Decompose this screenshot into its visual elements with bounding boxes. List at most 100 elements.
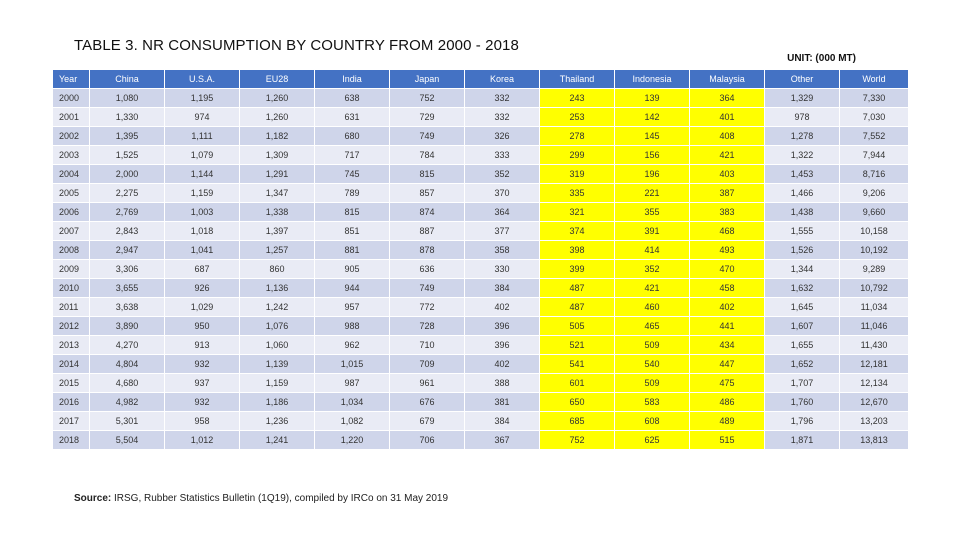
value-cell: 1,397	[240, 222, 314, 240]
value-cell: 749	[390, 279, 464, 297]
value-cell: 932	[165, 355, 239, 373]
value-cell: 367	[465, 431, 539, 449]
value-cell: 679	[390, 412, 464, 430]
value-cell: 1,555	[765, 222, 839, 240]
value-cell: 4,982	[90, 393, 164, 411]
value-cell: 752	[540, 431, 614, 449]
year-cell: 2002	[53, 127, 89, 145]
value-cell: 905	[315, 260, 389, 278]
column-header-other: Other	[765, 70, 839, 88]
value-cell: 1,796	[765, 412, 839, 430]
year-cell: 2018	[53, 431, 89, 449]
value-cell: 1,082	[315, 412, 389, 430]
value-cell: 11,046	[840, 317, 908, 335]
value-cell: 142	[615, 108, 689, 126]
value-cell: 408	[690, 127, 764, 145]
year-cell: 2000	[53, 89, 89, 107]
value-cell: 384	[465, 412, 539, 430]
table-row: 2018 5,504 1,012 1,241 1,220 706 367 752 625 515 1…	[53, 431, 908, 449]
value-cell: 4,804	[90, 355, 164, 373]
value-cell: 881	[315, 241, 389, 259]
value-cell: 1,344	[765, 260, 839, 278]
value-cell: 1,257	[240, 241, 314, 259]
value-cell: 1,195	[165, 89, 239, 107]
value-cell: 486	[690, 393, 764, 411]
column-header-eu28: EU28	[240, 70, 314, 88]
value-cell: 441	[690, 317, 764, 335]
value-cell: 11,430	[840, 336, 908, 354]
table-header-row: Year China U.S.A. EU28 India Japan Korea Thaila…	[53, 70, 908, 88]
value-cell: 1,607	[765, 317, 839, 335]
value-cell: 299	[540, 146, 614, 164]
year-cell: 2008	[53, 241, 89, 259]
table-row: 2001 1,330 974 1,260 631 729 332 253 142 401 978 7,…	[53, 108, 908, 126]
value-cell: 1,041	[165, 241, 239, 259]
value-cell: 1,309	[240, 146, 314, 164]
value-cell: 1,871	[765, 431, 839, 449]
table-row: 2016 4,982 932 1,186 1,034 676 381 650 583 486 1,7…	[53, 393, 908, 411]
value-cell: 458	[690, 279, 764, 297]
value-cell: 475	[690, 374, 764, 392]
value-cell: 1,079	[165, 146, 239, 164]
year-cell: 2006	[53, 203, 89, 221]
value-cell: 8,716	[840, 165, 908, 183]
value-cell: 1,003	[165, 203, 239, 221]
value-cell: 374	[540, 222, 614, 240]
value-cell: 3,890	[90, 317, 164, 335]
value-cell: 1,029	[165, 298, 239, 316]
value-cell: 974	[165, 108, 239, 126]
value-cell: 962	[315, 336, 389, 354]
value-cell: 355	[615, 203, 689, 221]
value-cell: 789	[315, 184, 389, 202]
value-cell: 860	[240, 260, 314, 278]
value-cell: 3,655	[90, 279, 164, 297]
value-cell: 7,944	[840, 146, 908, 164]
value-cell: 3,306	[90, 260, 164, 278]
table-row: 2014 4,804 932 1,139 1,015 709 402 541 540 447 1,6…	[53, 355, 908, 373]
value-cell: 1,186	[240, 393, 314, 411]
column-header-thailand: Thailand	[540, 70, 614, 88]
value-cell: 196	[615, 165, 689, 183]
value-cell: 321	[540, 203, 614, 221]
consumption-table: Year China U.S.A. EU28 India Japan Korea Thaila…	[52, 69, 909, 450]
value-cell: 402	[690, 298, 764, 316]
value-cell: 1,080	[90, 89, 164, 107]
value-cell: 9,206	[840, 184, 908, 202]
value-cell: 12,670	[840, 393, 908, 411]
column-header-china: China	[90, 70, 164, 88]
table-row: 2002 1,395 1,111 1,182 680 749 326 278 145 408 1,2…	[53, 127, 908, 145]
value-cell: 729	[390, 108, 464, 126]
value-cell: 515	[690, 431, 764, 449]
value-cell: 1,632	[765, 279, 839, 297]
value-cell: 421	[615, 279, 689, 297]
value-cell: 139	[615, 89, 689, 107]
value-cell: 1,034	[315, 393, 389, 411]
table-row: 2013 4,270 913 1,060 962 710 396 521 509 434 1,655…	[53, 336, 908, 354]
value-cell: 926	[165, 279, 239, 297]
value-cell: 403	[690, 165, 764, 183]
value-cell: 1,395	[90, 127, 164, 145]
value-cell: 709	[390, 355, 464, 373]
value-cell: 1,338	[240, 203, 314, 221]
value-cell: 9,289	[840, 260, 908, 278]
value-cell: 988	[315, 317, 389, 335]
table-row: 2011 3,638 1,029 1,242 957 772 402 487 460 402 1,6…	[53, 298, 908, 316]
value-cell: 1,182	[240, 127, 314, 145]
value-cell: 377	[465, 222, 539, 240]
value-cell: 815	[390, 165, 464, 183]
page-title: TABLE 3. NR CONSUMPTION BY COUNTRY FROM …	[74, 37, 519, 54]
value-cell: 1,159	[165, 184, 239, 202]
value-cell: 4,270	[90, 336, 164, 354]
value-cell: 399	[540, 260, 614, 278]
value-cell: 7,552	[840, 127, 908, 145]
value-cell: 396	[465, 336, 539, 354]
value-cell: 505	[540, 317, 614, 335]
value-cell: 1,241	[240, 431, 314, 449]
value-cell: 7,330	[840, 89, 908, 107]
year-cell: 2004	[53, 165, 89, 183]
value-cell: 10,158	[840, 222, 908, 240]
value-cell: 1,018	[165, 222, 239, 240]
value-cell: 391	[615, 222, 689, 240]
value-cell: 489	[690, 412, 764, 430]
value-cell: 402	[465, 298, 539, 316]
